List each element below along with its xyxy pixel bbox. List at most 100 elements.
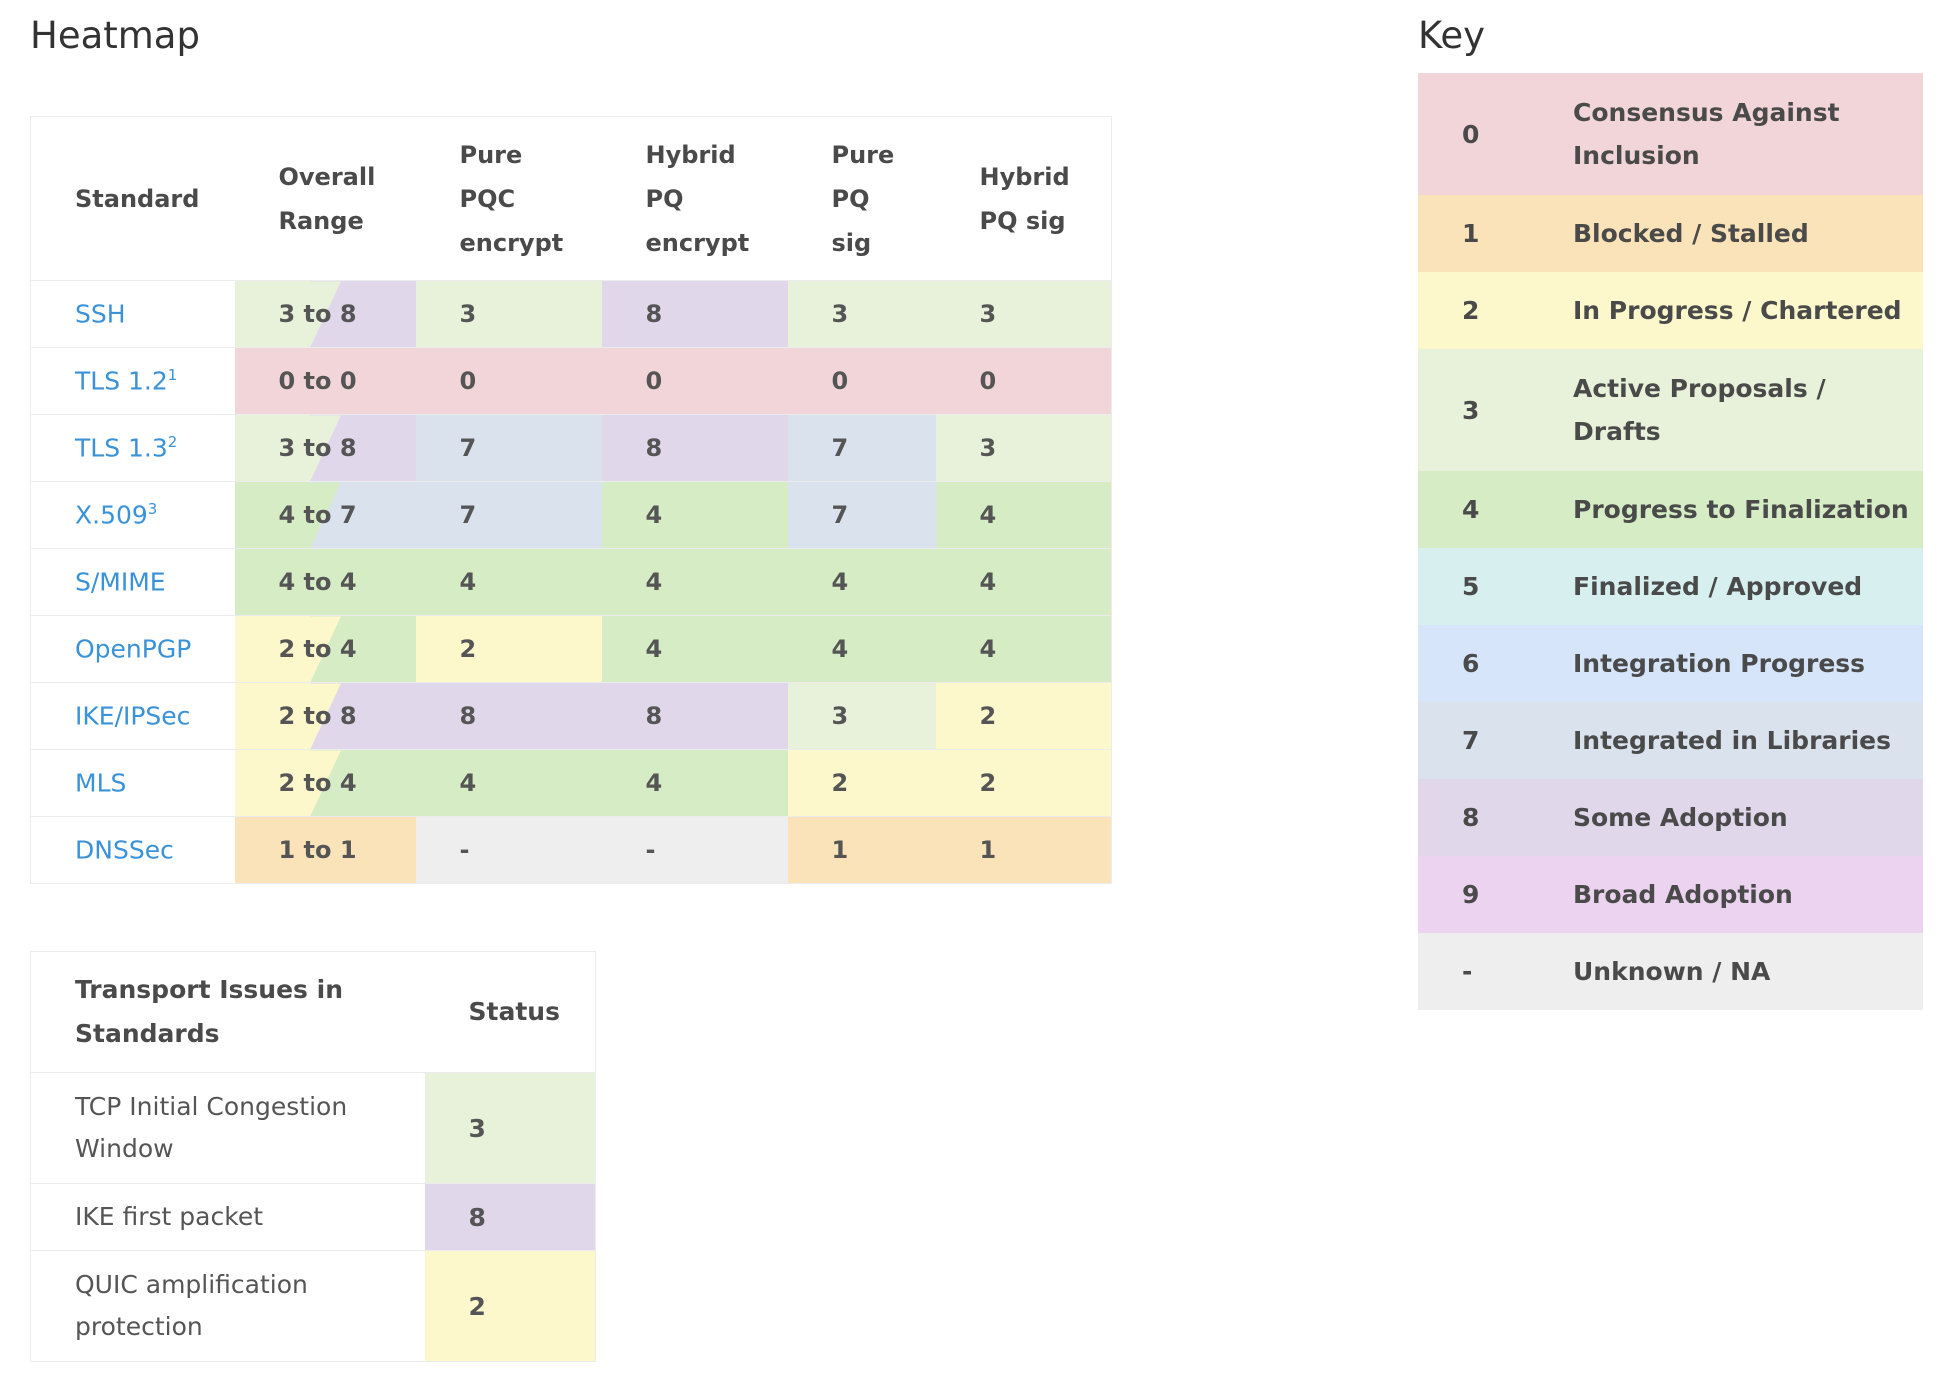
key-label: Progress to Finalization	[1573, 495, 1909, 524]
key-row: 3 Active Proposals / Drafts	[1418, 349, 1923, 471]
col-header-hybrid-pq-sig: Hybrid PQ sig	[935, 116, 1112, 281]
key-value: 4	[1462, 495, 1480, 524]
col-header-standard: Standard	[30, 116, 235, 281]
key-value: 6	[1462, 649, 1480, 678]
key-row: 0 Consensus Against Inclusion	[1418, 73, 1923, 195]
transport-status-cell: 3	[424, 1072, 596, 1184]
hybrid-pq-encrypt-cell: 4	[601, 615, 788, 683]
standard-name[interactable]: TLS 1.2	[75, 366, 168, 396]
col-header-status: Status	[424, 951, 596, 1073]
heatmap-header-row: Standard Overall Range Pure PQC encrypt Hyb…	[30, 116, 1112, 281]
overall-range-cell: 1 to 1	[234, 816, 416, 884]
col-header-pure-pqc-encrypt: Pure PQC encrypt	[415, 116, 602, 281]
transport-status-cell: 8	[424, 1183, 596, 1251]
pure-pq-sig-cell: 4	[787, 615, 936, 683]
key-label: Blocked / Stalled	[1573, 219, 1809, 248]
col-header-pure-pq-sig: Pure PQ sig	[787, 116, 936, 281]
hybrid-pq-sig-cell: 4	[935, 481, 1112, 549]
pure-pq-sig-cell: 7	[787, 481, 936, 549]
key-label: Finalized / Approved	[1573, 572, 1863, 601]
transport-issue-cell: IKE first packet	[30, 1183, 425, 1251]
hybrid-pq-encrypt-cell: 4	[601, 481, 788, 549]
overall-range-cell: 3 to 8	[234, 280, 416, 348]
transport-header-row: Transport Issues in Standards Status	[30, 951, 596, 1073]
transport-issues-table: Transport Issues in Standards Status TCP …	[30, 951, 596, 1362]
hybrid-pq-sig-cell: 1	[935, 816, 1112, 884]
pure-pqc-encrypt-cell: 0	[415, 347, 602, 415]
key-value: 1	[1462, 219, 1480, 248]
key-value: 0	[1462, 119, 1480, 149]
key-label: Integrated in Libraries	[1573, 726, 1892, 755]
standard-link[interactable]: DNSSec	[30, 816, 235, 884]
key-value: 2	[1462, 296, 1480, 325]
heatmap-table: Standard Overall Range Pure PQC encrypt Hyb…	[30, 116, 1112, 884]
standard-name[interactable]: TLS 1.3	[75, 433, 168, 463]
key-table: 0 Consensus Against Inclusion 1 Blocked / St…	[1418, 73, 1923, 1010]
pure-pqc-encrypt-cell: 7	[415, 481, 602, 549]
standard-name[interactable]: S/MIME	[75, 567, 166, 597]
pure-pq-sig-cell: 3	[787, 682, 936, 750]
overall-range-cell: 4 to 7	[234, 481, 416, 549]
pure-pq-sig-cell: 3	[787, 280, 936, 348]
col-header-transport-issues: Transport Issues in Standards	[30, 951, 425, 1073]
hybrid-pq-sig-cell: 2	[935, 749, 1112, 817]
hybrid-pq-encrypt-cell: 4	[601, 548, 788, 616]
overall-range-cell: 3 to 8	[234, 414, 416, 482]
hybrid-pq-sig-cell: 3	[935, 280, 1112, 348]
standard-link[interactable]: TLS 1.32	[30, 414, 235, 482]
pure-pqc-encrypt-cell: 7	[415, 414, 602, 482]
pure-pqc-encrypt-cell: 2	[415, 615, 602, 683]
key-label: Unknown / NA	[1573, 957, 1771, 986]
col-header-hybrid-pq-encrypt: Hybrid PQ encrypt	[601, 116, 788, 281]
standard-link[interactable]: SSH	[30, 280, 235, 348]
hybrid-pq-encrypt-cell: 0	[601, 347, 788, 415]
pure-pqc-encrypt-cell: 3	[415, 280, 602, 348]
standard-name[interactable]: DNSSec	[75, 835, 174, 865]
standard-link[interactable]: MLS	[30, 749, 235, 817]
standard-name[interactable]: IKE/IPSec	[75, 701, 191, 731]
standard-name[interactable]: SSH	[75, 299, 126, 329]
pure-pq-sig-cell: 7	[787, 414, 936, 482]
transport-row: IKE first packet 8	[30, 1183, 596, 1251]
standard-link[interactable]: IKE/IPSec	[30, 682, 235, 750]
key-value: -	[1462, 957, 1473, 986]
footnote-marker: 3	[147, 500, 158, 519]
key-label: In Progress / Chartered	[1573, 296, 1902, 325]
col-header-overall-range: Overall Range	[234, 116, 416, 281]
key-title: Key	[1418, 14, 1486, 57]
key-row: 1 Blocked / Stalled	[1418, 195, 1923, 272]
key-value: 3	[1462, 395, 1480, 425]
key-row: - Unknown / NA	[1418, 933, 1923, 1010]
standard-link[interactable]: S/MIME	[30, 548, 235, 616]
key-row: 6 Integration Progress	[1418, 625, 1923, 702]
standard-link[interactable]: TLS 1.21	[30, 347, 235, 415]
pure-pq-sig-cell: 0	[787, 347, 936, 415]
hybrid-pq-encrypt-cell: 8	[601, 682, 788, 750]
hybrid-pq-sig-cell: 4	[935, 615, 1112, 683]
overall-range-cell: 2 to 8	[234, 682, 416, 750]
standard-name[interactable]: X.509	[75, 500, 148, 530]
hybrid-pq-encrypt-cell: 4	[601, 749, 788, 817]
key-row: 5 Finalized / Approved	[1418, 548, 1923, 625]
standard-link[interactable]: X.5093	[30, 481, 235, 549]
pure-pqc-encrypt-cell: -	[415, 816, 602, 884]
key-label: Broad Adoption	[1573, 880, 1793, 909]
overall-range-cell: 4 to 4	[234, 548, 416, 616]
hybrid-pq-sig-cell: 0	[935, 347, 1112, 415]
hybrid-pq-encrypt-cell: -	[601, 816, 788, 884]
standard-link[interactable]: OpenPGP	[30, 615, 235, 683]
overall-range-cell: 2 to 4	[234, 749, 416, 817]
standard-name[interactable]: MLS	[75, 768, 127, 798]
hybrid-pq-sig-cell: 2	[935, 682, 1112, 750]
standard-name[interactable]: OpenPGP	[75, 634, 192, 664]
hybrid-pq-sig-cell: 4	[935, 548, 1112, 616]
hybrid-pq-encrypt-cell: 8	[601, 414, 788, 482]
